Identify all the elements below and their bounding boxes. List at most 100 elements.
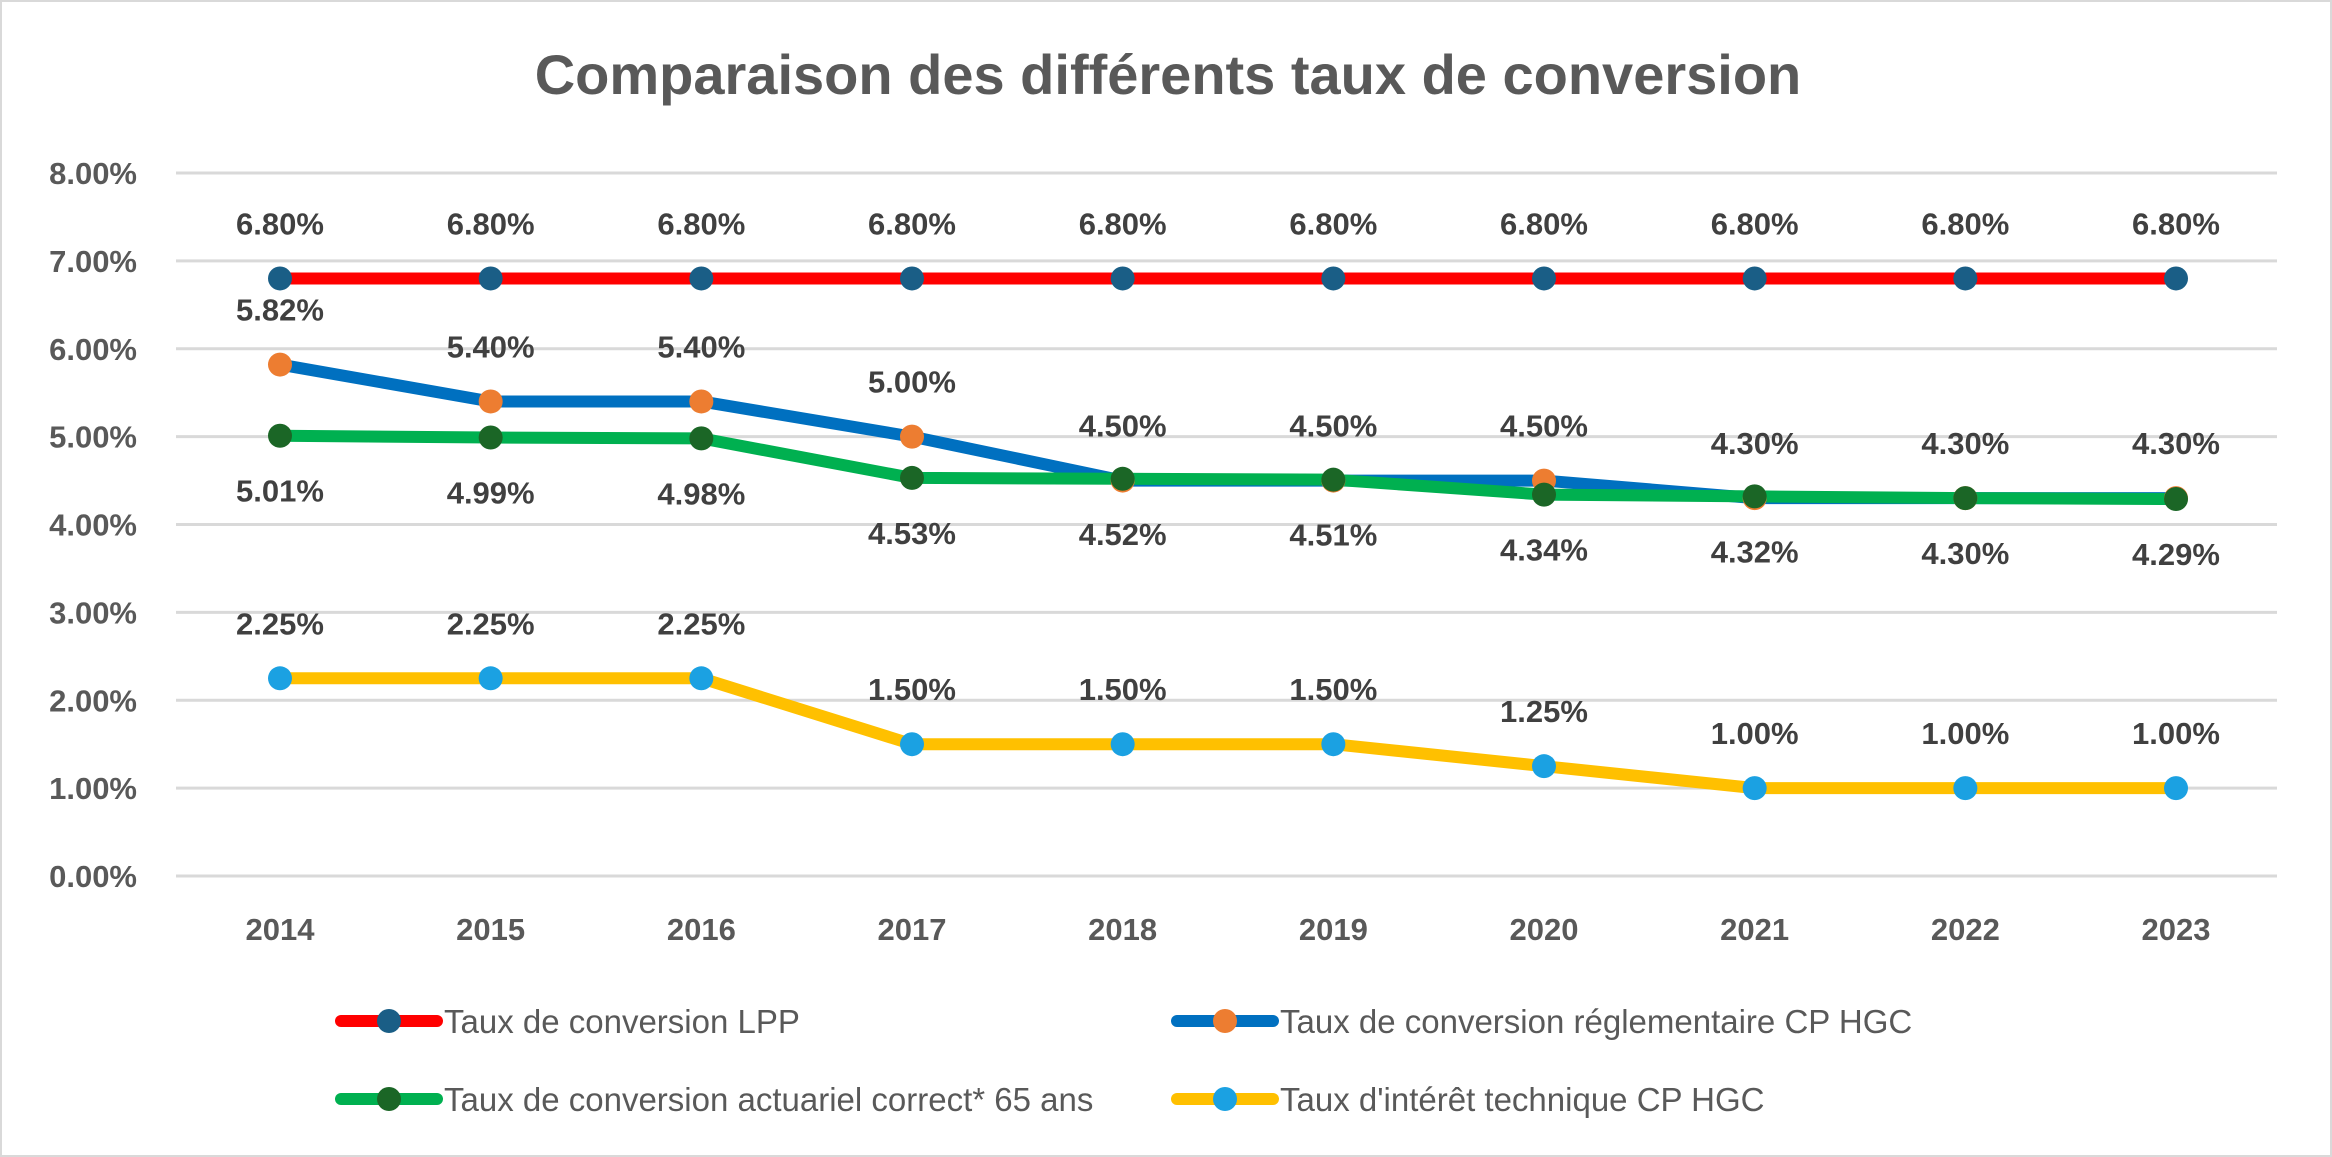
legend-marker-swatch	[1213, 1009, 1237, 1033]
data-point	[1742, 266, 1767, 291]
data-label: 4.50%	[1079, 409, 1167, 444]
data-point	[2164, 776, 2188, 801]
x-tick-label: 2016	[667, 912, 736, 947]
data-point	[478, 425, 503, 450]
chart-title: Comparaison des différents taux de conve…	[535, 43, 1802, 106]
data-point	[689, 389, 714, 414]
legend-label: Taux de conversion LPP	[444, 1003, 800, 1040]
x-tick-label: 2017	[878, 912, 947, 947]
data-label: 5.01%	[236, 474, 324, 509]
data-label: 1.50%	[1289, 672, 1377, 707]
data-label: 1.00%	[1711, 716, 1799, 751]
data-label: 4.34%	[1500, 533, 1588, 568]
data-label: 6.80%	[447, 206, 535, 241]
x-tick-label: 2022	[1931, 912, 2000, 947]
data-label: 4.30%	[1921, 426, 2009, 461]
data-label: 1.00%	[2132, 716, 2220, 751]
data-point	[1532, 266, 1556, 291]
legend-marker-swatch	[1213, 1087, 1237, 1111]
y-tick-label: 0.00%	[49, 859, 137, 894]
x-tick-label: 2021	[1720, 912, 1789, 947]
data-point	[268, 666, 292, 691]
data-point	[1742, 484, 1767, 509]
y-tick-label: 4.00%	[49, 508, 137, 543]
legend-marker-swatch	[377, 1009, 401, 1033]
data-label: 1.25%	[1500, 694, 1588, 729]
data-point	[478, 389, 503, 414]
y-tick-label: 3.00%	[49, 595, 137, 630]
data-point	[1110, 732, 1135, 757]
data-label: 4.98%	[657, 476, 745, 511]
data-label: 4.53%	[868, 516, 956, 551]
data-point	[689, 666, 714, 691]
legend-label: Taux d'intérêt technique CP HGC	[1280, 1081, 1764, 1118]
data-point	[900, 266, 924, 291]
data-label: 6.80%	[1500, 206, 1588, 241]
data-label: 4.51%	[1289, 518, 1377, 553]
data-label: 4.99%	[447, 476, 535, 511]
data-point	[1742, 776, 1767, 801]
data-label: 2.25%	[447, 606, 535, 641]
legend-marker-swatch	[377, 1087, 401, 1111]
data-label: 4.30%	[1921, 536, 2009, 571]
x-tick-label: 2018	[1088, 912, 1157, 947]
data-point	[1532, 482, 1556, 507]
x-tick-label: 2023	[2142, 912, 2211, 947]
data-label: 5.40%	[657, 329, 745, 364]
data-label: 5.82%	[236, 293, 324, 328]
data-point	[1321, 467, 1346, 492]
y-tick-label: 7.00%	[49, 244, 137, 279]
y-tick-label: 8.00%	[49, 156, 137, 191]
data-label: 4.50%	[1289, 409, 1377, 444]
data-point	[1953, 776, 1978, 801]
data-label: 4.52%	[1079, 517, 1167, 552]
data-label: 4.30%	[1711, 426, 1799, 461]
data-point	[2164, 487, 2188, 512]
x-tick-label: 2020	[1510, 912, 1579, 947]
data-label: 6.80%	[236, 206, 324, 241]
data-point	[1110, 466, 1135, 491]
data-point	[900, 424, 924, 449]
data-label: 2.25%	[236, 606, 324, 641]
series-line	[279, 429, 2177, 506]
data-point	[1110, 266, 1135, 291]
data-point	[268, 266, 292, 291]
data-label: 4.29%	[2132, 537, 2220, 572]
legend-item: Taux de conversion actuariel correct* 65…	[335, 1081, 1093, 1118]
data-label: 2.25%	[657, 606, 745, 641]
data-label: 1.00%	[1921, 716, 2009, 751]
data-label: 6.80%	[1921, 206, 2009, 241]
y-tick-label: 5.00%	[49, 420, 137, 455]
y-tick-label: 6.00%	[49, 332, 137, 367]
data-point	[1953, 266, 1978, 291]
legend-label: Taux de conversion réglementaire CP HGC	[1280, 1003, 1912, 1040]
data-label: 5.00%	[868, 365, 956, 400]
data-point	[1532, 754, 1556, 779]
x-tick-label: 2019	[1299, 912, 1368, 947]
data-label: 4.32%	[1711, 534, 1799, 569]
data-point	[478, 666, 503, 691]
legend-item: Taux d'intérêt technique CP HGC	[1171, 1081, 1764, 1118]
data-point	[689, 426, 714, 451]
data-label: 6.80%	[1711, 206, 1799, 241]
legend-item: Taux de conversion LPP	[335, 1003, 800, 1040]
data-label: 4.50%	[1500, 409, 1588, 444]
data-label: 1.50%	[1079, 672, 1167, 707]
data-point	[1953, 486, 1978, 511]
data-label: 6.80%	[868, 206, 956, 241]
data-point	[2164, 266, 2188, 291]
data-point	[268, 423, 292, 448]
data-point	[900, 732, 924, 757]
data-label: 6.80%	[2132, 206, 2220, 241]
series-line	[280, 672, 2176, 795]
x-tick-label: 2015	[456, 912, 525, 947]
data-label: 6.80%	[1289, 206, 1377, 241]
y-tick-label: 2.00%	[49, 683, 137, 718]
data-point	[1321, 732, 1346, 757]
data-point	[1321, 266, 1346, 291]
data-point	[689, 266, 714, 291]
data-point	[478, 266, 503, 291]
x-tick-label: 2014	[246, 912, 316, 947]
